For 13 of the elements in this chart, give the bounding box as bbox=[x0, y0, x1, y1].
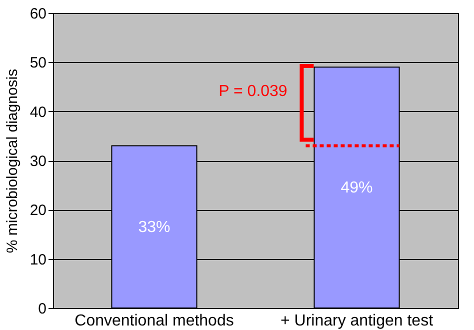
y-tick-label: 50 bbox=[30, 54, 46, 72]
y-tick-label: 40 bbox=[30, 104, 46, 121]
y-tick-label: 0 bbox=[38, 300, 46, 318]
data-label: 49% bbox=[340, 180, 373, 197]
data-label: 33% bbox=[138, 218, 170, 236]
y-tick-label: 30 bbox=[30, 153, 46, 170]
annotation: P = 0.039 bbox=[218, 83, 288, 100]
y-tick-label: 60 bbox=[30, 6, 46, 22]
y-tick-label: 10 bbox=[30, 251, 46, 268]
x-tick-label: + Urinary antigen test bbox=[280, 312, 434, 330]
y-axis-title: % microbiological diagnosis bbox=[4, 68, 21, 254]
y-tick-label: 20 bbox=[30, 202, 46, 220]
x-tick-label: Conventional methods bbox=[74, 312, 234, 330]
